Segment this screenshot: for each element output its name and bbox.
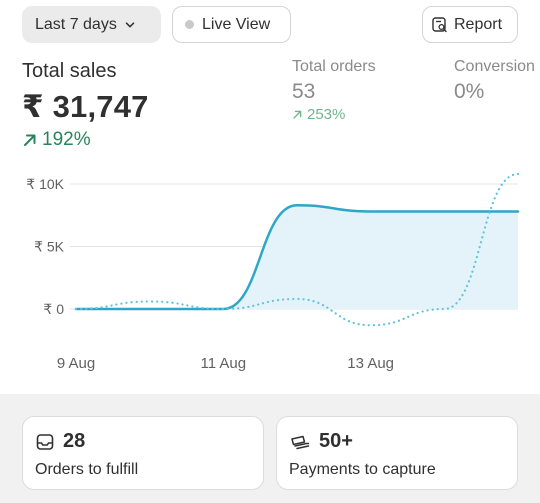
inbox-icon (36, 433, 54, 450)
report-search-icon (432, 16, 447, 32)
toolbar: Last 7 days Live View Report (0, 0, 540, 50)
y-tick-label: ₹ 5K (34, 239, 65, 255)
total-orders-change: 253% (292, 106, 376, 123)
chevron-down-icon (125, 21, 135, 27)
date-range-label: Last 7 days (35, 15, 117, 33)
live-view-label: Live View (202, 15, 271, 33)
date-range-button[interactable]: Last 7 days (22, 6, 161, 43)
payments-to-capture-count: 50+ (319, 430, 353, 452)
total-orders-label: Total orders (292, 58, 376, 75)
report-button[interactable]: Report (422, 6, 518, 43)
total-orders-change-value: 253% (307, 106, 346, 123)
conversion-metric[interactable]: Conversion 0% (454, 58, 535, 104)
series-area (76, 205, 518, 309)
total-orders-metric[interactable]: Total orders 53 253% (292, 58, 376, 123)
payments-to-capture-card[interactable]: 50+ Payments to capture (276, 416, 518, 490)
x-tick-label: 9 Aug (57, 355, 95, 372)
x-tick-label: 13 Aug (347, 355, 394, 372)
sales-chart[interactable]: ₹ 10K ₹ 5K ₹ 0 9 Aug 11 Aug 13 Aug (0, 165, 540, 380)
orders-to-fulfill-count: 28 (63, 430, 86, 452)
orders-to-fulfill-label: Orders to fulfill (35, 461, 139, 478)
orders-to-fulfill-card[interactable]: 28 Orders to fulfill (22, 416, 264, 490)
total-sales-label: Total sales (22, 60, 117, 82)
total-orders-value: 53 (292, 80, 316, 103)
report-label: Report (454, 15, 503, 33)
y-tick-label: ₹ 0 (43, 301, 64, 317)
x-tick-label: 11 Aug (201, 355, 247, 372)
payments-to-capture-label: Payments to capture (289, 461, 436, 478)
y-tick-label: ₹ 10K (26, 176, 64, 192)
live-view-button[interactable]: Live View (172, 6, 291, 43)
arrow-up-right-icon (293, 110, 302, 119)
tasks-panel: 28 Orders to fulfill 50+ Payments to cap… (0, 394, 540, 503)
total-sales-change-value: 192% (42, 129, 91, 150)
status-dot-icon (185, 20, 194, 29)
series-line-current (74, 203, 520, 311)
total-sales-change: 192% (22, 129, 149, 151)
conversion-label: Conversion (454, 58, 535, 75)
total-sales-value: ₹ 31,747 (22, 89, 149, 124)
arrow-up-right-icon (24, 134, 36, 146)
cash-icon (291, 435, 310, 449)
total-sales-metric[interactable]: Total sales ₹ 31,747 192% (22, 60, 149, 151)
conversion-value: 0% (454, 80, 485, 103)
